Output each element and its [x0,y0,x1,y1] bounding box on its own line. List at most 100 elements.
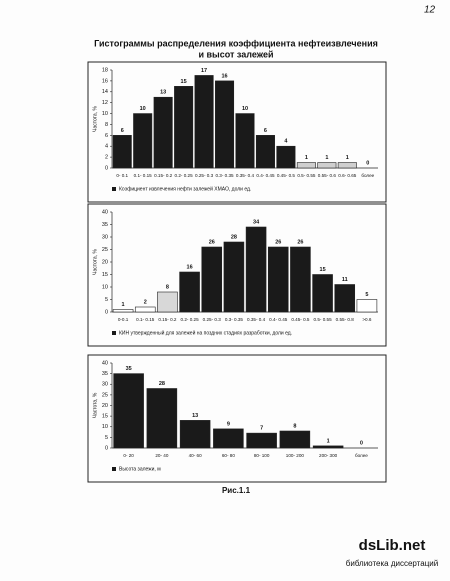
bar [337,162,357,169]
y-tick-label: 12 [102,100,108,106]
x-tick-label: 0.1- 0.15 [136,317,155,322]
x-tick-label: 0.45- 0.5 [291,317,310,322]
value-label: 13 [160,90,166,96]
y-tick-label: 10 [102,424,108,430]
value-label: 8 [293,423,296,429]
x-tick-label: более [355,453,368,458]
y-tick-label: 10 [102,111,108,117]
bar [112,309,134,313]
x-tick-label: 0.35- 0.4 [247,317,266,322]
value-label: 6 [264,128,267,134]
y-tick-label: 8 [105,122,108,128]
x-tick-label: 0- 0.1 [116,173,128,178]
watermark-text: библиотека диссертаций [346,559,438,568]
x-tick-label: 0.15- 0.2 [154,173,173,178]
x-tick-label: 0.1- 0.15 [134,173,153,178]
x-tick-label: 0.55- 0.8 [336,317,355,322]
bar [179,420,211,449]
value-label: 26 [275,239,281,245]
bar [312,274,333,313]
bar [267,246,289,313]
y-tick-label: 25 [102,247,108,253]
x-tick-label: более [361,173,374,178]
y-axis-label: Частота, % [92,249,98,275]
value-label: 10 [140,106,146,112]
legend-swatch [112,187,116,191]
y-tick-label: 5 [105,435,108,441]
y-axis-label: Частота, % [92,392,98,418]
x-tick-label: 0.5- 0.55 [297,173,316,178]
y-tick-label: 6 [105,133,108,139]
bar [174,86,194,169]
bar [215,80,235,169]
bar [146,388,178,449]
value-label: 1 [346,155,349,161]
x-tick-label: 0.2- 0.25 [181,317,200,322]
y-tick-label: 15 [102,414,108,420]
bar [334,284,356,313]
value-label: 1 [327,438,330,444]
value-label: 11 [342,277,348,283]
value-label: 26 [297,239,303,245]
x-tick-label: 0.6- 0.65 [338,173,357,178]
value-label: 1 [305,155,308,161]
legend-label: Высота залежи, м [119,466,161,472]
x-tick-label: 0.3- 0.35 [215,173,234,178]
value-label: 15 [181,79,187,85]
x-tick-label: 0.55- 0.6 [318,173,337,178]
x-tick-label: >0.6 [362,317,372,322]
value-label: 17 [201,68,207,74]
bar [194,75,214,169]
x-tick-label: 100- 200 [286,453,305,458]
page-number: 12 [424,5,436,16]
y-axis-label: Частота, % [92,106,98,132]
bar [235,113,255,169]
x-tick-label: 0.3- 0.35 [225,317,244,322]
y-tick-label: 10 [102,284,108,290]
watermark-logo: dsLib.net [359,537,426,554]
chart-frame [87,203,387,347]
bar [112,135,132,169]
value-label: 10 [242,106,248,112]
y-tick-label: 15 [102,272,108,278]
y-tick-label: 0 [105,165,108,171]
bar [317,162,337,169]
bar [113,373,144,449]
value-label: 16 [221,73,227,79]
y-tick-label: 20 [102,259,108,265]
bar [134,306,156,313]
legend-label: Коэфициент извлечения нефти залежей ХМАО… [119,185,251,192]
x-tick-label: 0.15- 0.2 [158,317,177,322]
bar [179,271,200,313]
bar [153,96,173,169]
x-tick-label: 40- 60 [189,453,202,458]
value-label: 26 [209,239,215,245]
chart-frame [87,354,387,483]
caption: Рис.1.1 [222,486,251,495]
y-tick-label: 30 [102,234,108,240]
y-tick-label: 40 [102,360,108,366]
x-tick-label: 0.4- 0.45 [256,173,275,178]
bar [296,162,316,169]
y-tick-label: 5 [105,297,108,303]
legend-swatch [112,331,116,335]
value-label: 16 [187,264,193,270]
value-label: 9 [227,421,230,427]
y-tick-label: 40 [102,209,108,215]
bar [223,241,245,313]
y-tick-label: 18 [102,67,108,73]
y-tick-label: 35 [102,371,108,377]
value-label: 4 [284,139,288,145]
x-tick-label: 0-0.1 [118,317,129,322]
y-tick-label: 4 [105,144,108,150]
x-tick-label: 0- 20 [123,453,134,458]
value-label: 1 [122,302,125,308]
y-tick-label: 2 [105,155,108,161]
bar [245,226,267,313]
value-label: 15 [320,267,326,273]
x-tick-label: 0.5- 0.55 [314,317,333,322]
y-tick-label: 0 [105,445,108,451]
bar [246,432,277,449]
x-tick-label: 20- 40 [155,453,168,458]
x-tick-label: 0.35- 0.4 [236,173,255,178]
